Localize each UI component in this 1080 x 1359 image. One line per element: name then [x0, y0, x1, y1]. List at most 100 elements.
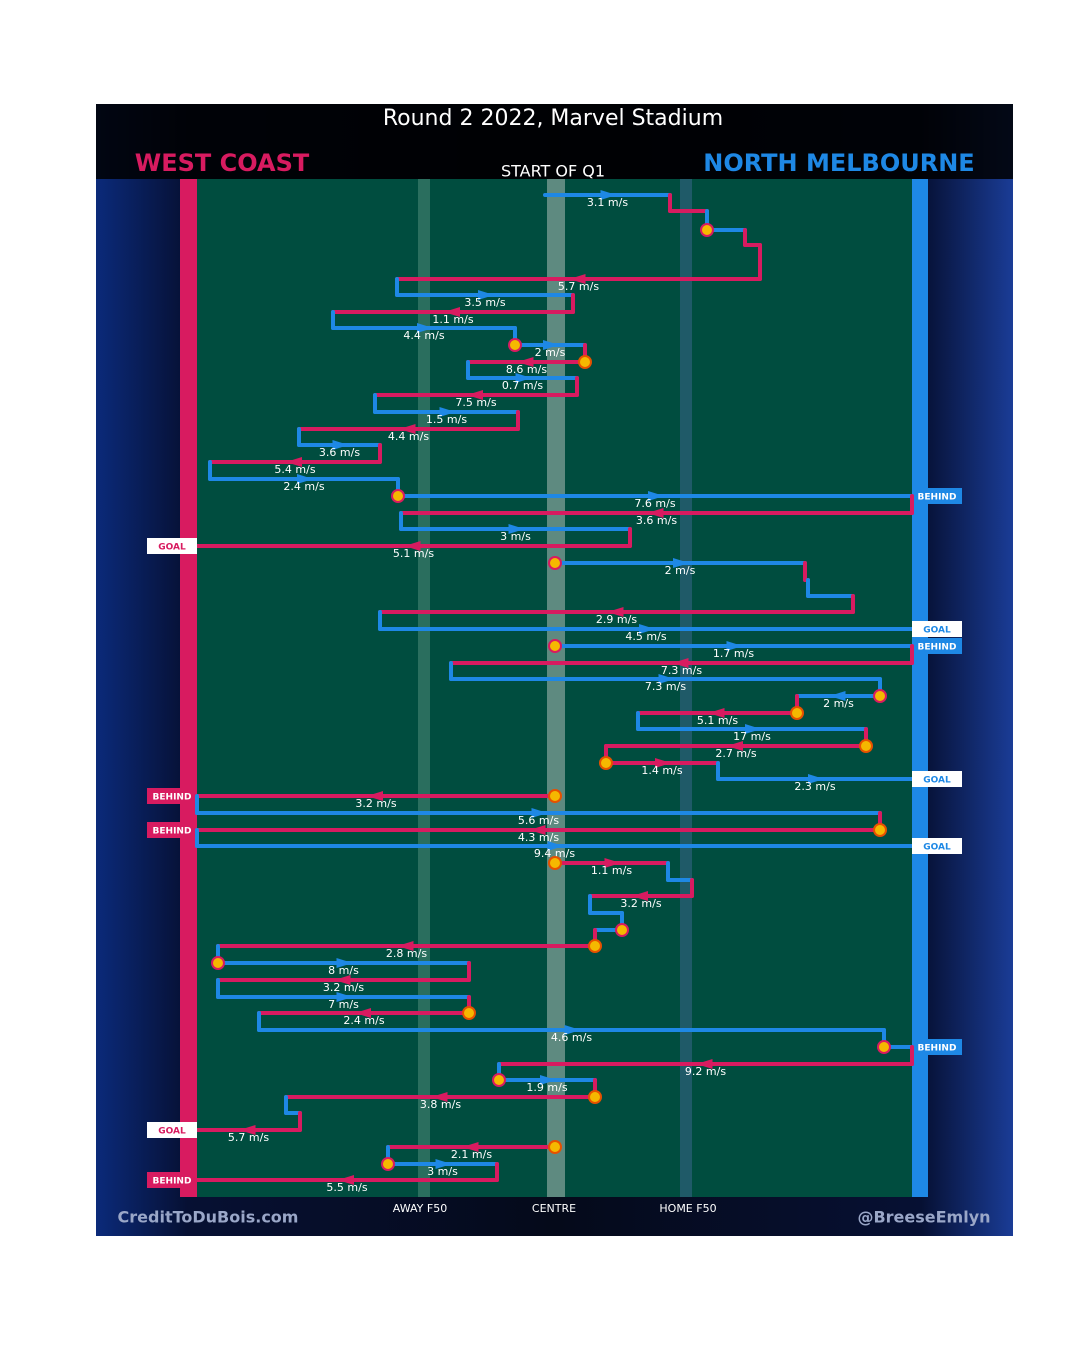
speed-label: 2.8 m/s — [386, 947, 427, 960]
header-bg — [96, 104, 1013, 179]
speed-label: 5.1 m/s — [697, 714, 738, 727]
direction-arrow — [547, 841, 564, 851]
direction-arrow — [639, 624, 655, 634]
direction-arrow — [745, 724, 761, 734]
speed-label: 2.4 m/s — [343, 1014, 384, 1027]
result-badge — [147, 1172, 197, 1188]
speed-label: 1.7 m/s — [713, 647, 754, 660]
direction-arrow — [647, 508, 664, 518]
speed-label: 8.6 m/s — [506, 363, 547, 376]
speed-label: 4.6 m/s — [551, 1031, 592, 1044]
direction-arrow — [334, 975, 351, 985]
stoppage — [508, 338, 522, 352]
result-label: BEHIND — [153, 827, 192, 837]
speed-label: 2 m/s — [665, 564, 696, 577]
result-badge — [147, 822, 197, 838]
result-badge — [147, 1122, 197, 1138]
result-label: BEHIND — [918, 493, 957, 503]
direction-arrow — [397, 941, 414, 951]
direction-arrow — [543, 340, 559, 350]
result-label: BEHIND — [918, 1044, 957, 1054]
speed-label: 5.6 m/s — [518, 814, 559, 827]
speed-label: 3.6 m/s — [636, 514, 677, 527]
result-badge — [912, 621, 962, 637]
direction-arrow — [829, 691, 846, 701]
stoppage — [548, 856, 562, 870]
speed-label: 7.5 m/s — [455, 396, 496, 409]
speed-label: 3.8 m/s — [420, 1098, 461, 1111]
result-label: BEHIND — [918, 643, 957, 653]
direction-arrow — [336, 958, 353, 968]
speed-label: 7.3 m/s — [661, 664, 702, 677]
west-coast-goal-line — [180, 179, 197, 1197]
north-goal-line — [912, 179, 928, 1197]
direction-arrow — [726, 641, 743, 651]
direction-arrow — [367, 791, 383, 801]
stoppage — [859, 739, 873, 753]
direction-arrow — [808, 774, 824, 784]
stoppage — [492, 1073, 506, 1087]
direction-arrow — [531, 808, 548, 818]
result-label: BEHIND — [153, 1177, 192, 1187]
speed-label: 8 m/s — [328, 964, 359, 977]
stoppage — [700, 223, 714, 237]
stoppage — [877, 1040, 891, 1054]
speed-label: 2.9 m/s — [596, 613, 637, 626]
speed-label: 1.5 m/s — [426, 413, 467, 426]
stoppage — [548, 639, 562, 653]
title: Round 2 2022, Marvel Stadium — [383, 106, 723, 131]
direction-arrow — [607, 607, 624, 617]
direction-arrow — [508, 524, 525, 534]
result-badge — [912, 838, 962, 854]
speed-label: 3 m/s — [427, 1165, 458, 1178]
speed-label: 1.4 m/s — [641, 764, 682, 777]
centre-strip — [547, 179, 565, 1197]
stoppage — [548, 789, 562, 803]
stoppage — [873, 823, 887, 837]
direction-arrow — [515, 373, 532, 383]
speed-label: 7.3 m/s — [645, 680, 686, 693]
direction-arrow — [355, 1008, 371, 1018]
speed-label: 1.1 m/s — [591, 864, 632, 877]
direction-arrow — [338, 1175, 354, 1185]
field-label: AWAY F50 — [393, 1202, 447, 1215]
speed-label: 3.2 m/s — [323, 981, 364, 994]
direction-arrow — [655, 758, 671, 768]
direction-arrow — [431, 1092, 448, 1102]
direction-arrow — [648, 491, 664, 501]
direction-arrow — [569, 274, 586, 284]
speed-label: 1.9 m/s — [526, 1081, 567, 1094]
result-label: GOAL — [158, 543, 186, 553]
direction-arrow — [399, 424, 416, 434]
team-right: NORTH MELBOURNE — [703, 149, 974, 177]
direction-arrow — [672, 658, 689, 668]
result-label: GOAL — [923, 626, 951, 636]
speed-label: 4.4 m/s — [388, 430, 429, 443]
speed-label: 2.3 m/s — [794, 780, 835, 793]
speed-label: 5.5 m/s — [326, 1181, 367, 1194]
result-badge — [912, 488, 962, 504]
direction-arrow — [564, 1025, 581, 1035]
direction-arrow — [286, 457, 302, 467]
result-label: GOAL — [923, 776, 951, 786]
stoppage — [588, 1090, 602, 1104]
result-badge — [147, 538, 197, 554]
result-badge — [912, 1039, 962, 1055]
direction-arrow — [696, 1059, 713, 1069]
direction-arrow — [439, 407, 456, 417]
direction-arrow — [658, 674, 675, 684]
stoppage — [548, 1140, 562, 1154]
field-label: CENTRE — [532, 1202, 576, 1215]
speed-label: 7.6 m/s — [634, 497, 675, 510]
speed-label: 7 m/s — [328, 998, 359, 1011]
direction-arrow — [332, 440, 349, 450]
stoppage — [391, 489, 405, 503]
speed-label: 3.2 m/s — [355, 797, 396, 810]
direction-arrow — [600, 190, 617, 200]
speed-label: 5.1 m/s — [393, 547, 434, 560]
direction-arrow — [604, 858, 621, 868]
speed-label: 5.7 m/s — [228, 1131, 269, 1144]
direction-arrow — [297, 474, 313, 484]
home-f50-strip — [680, 179, 692, 1197]
